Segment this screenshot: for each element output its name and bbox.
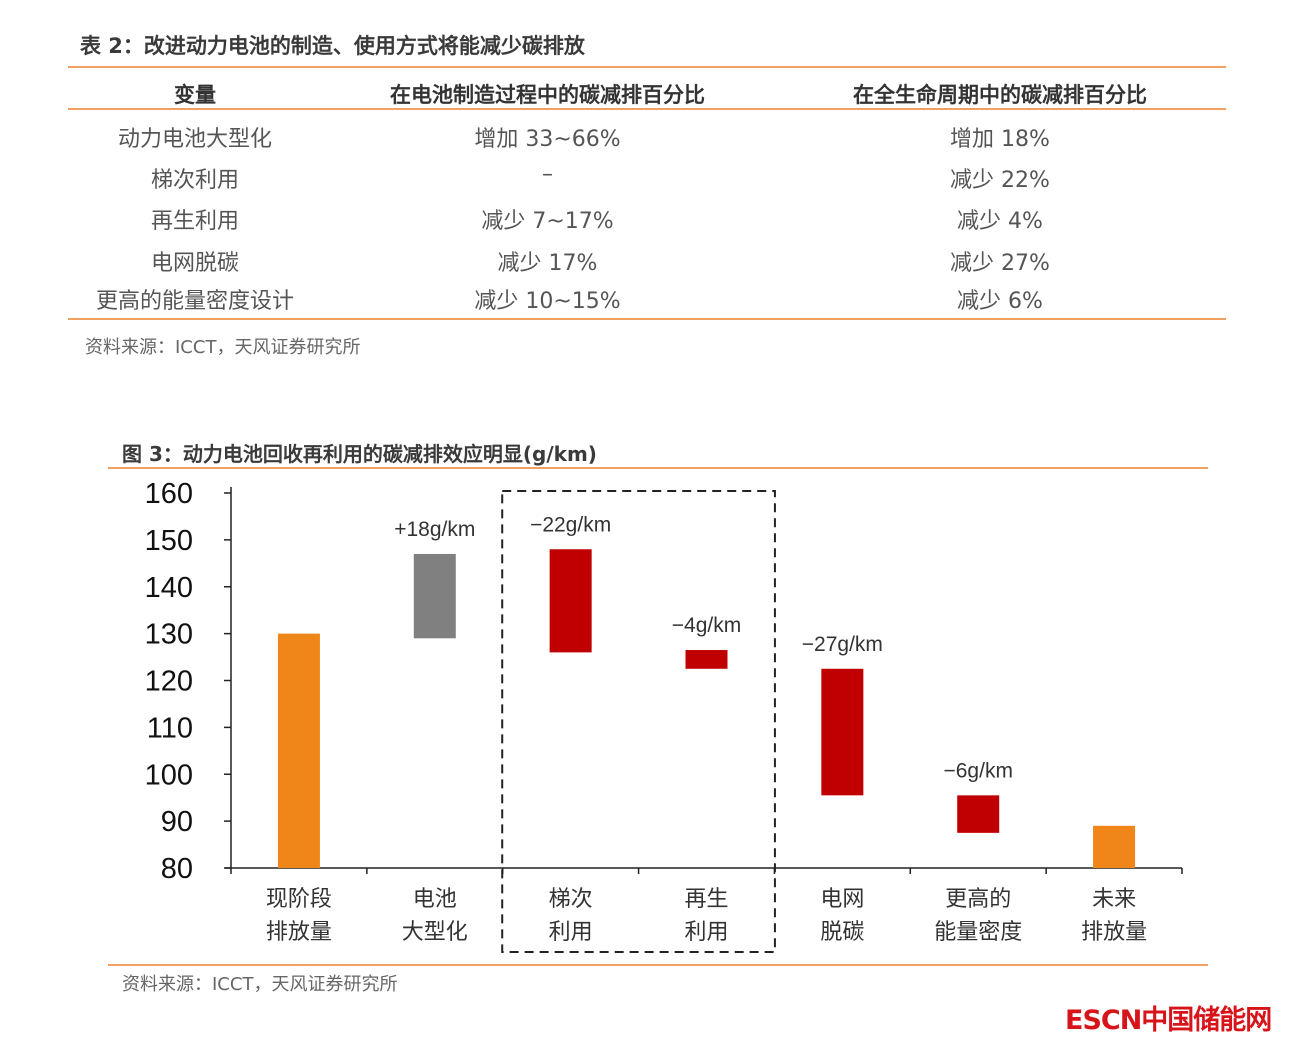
- table-header-manufacturing: 在电池制造过程中的碳减排百分比: [390, 83, 705, 107]
- table-cell-manufacturing: 减少 7~17%: [481, 209, 614, 234]
- y-tick-label: 130: [145, 619, 193, 651]
- y-tick-label: 100: [145, 759, 193, 791]
- bar-5: [957, 795, 1000, 833]
- x-tick-label: 排放量: [1081, 919, 1147, 944]
- table-cell-variable: 梯次利用: [150, 168, 239, 193]
- y-tick-label: 140: [145, 572, 193, 604]
- figure-top-rule: [108, 467, 1208, 469]
- y-tick-label: 80: [161, 853, 193, 885]
- table-cell-variable: 更高的能量密度设计: [95, 289, 294, 314]
- y-tick-label: 160: [145, 478, 193, 510]
- y-tick-label: 120: [145, 666, 193, 698]
- y-tick-label: 90: [161, 806, 193, 838]
- table-cell-variable: 动力电池大型化: [117, 127, 272, 152]
- table-header-lifecycle: 在全生命周期中的碳减排百分比: [853, 83, 1147, 107]
- figure-bottom-rule: [108, 964, 1208, 966]
- table-title: 表 2：改进动力电池的制造、使用方式将能减少碳排放: [80, 34, 585, 58]
- x-tick-label: 电池: [413, 886, 457, 911]
- x-tick-label: 再生: [684, 886, 728, 911]
- bar-1: [413, 553, 456, 639]
- table-cell-lifecycle: 减少 27%: [950, 251, 1050, 276]
- y-tick-label: 110: [147, 712, 193, 744]
- table-header-variable: 变量: [174, 83, 216, 107]
- table-cell-manufacturing: 增加 33~66%: [474, 127, 621, 152]
- bar-2: [549, 549, 592, 653]
- figure-source: 资料来源：ICCT，天风证券研究所: [122, 974, 398, 995]
- bar-data-label: +18g/km: [394, 518, 475, 541]
- x-tick-label: 电网: [820, 886, 864, 911]
- table-header-rule: [68, 108, 1226, 110]
- bar-4: [821, 668, 864, 796]
- table-source: 资料来源：ICCT，天风证券研究所: [85, 337, 361, 358]
- x-tick-label: 排放量: [266, 919, 332, 944]
- x-tick-label: 脱碳: [820, 919, 864, 944]
- bar-data-label: −4g/km: [672, 614, 741, 637]
- table-cell-variable: 电网脱碳: [150, 251, 239, 276]
- x-tick-label: 现阶段: [266, 886, 332, 911]
- table-cell-lifecycle: 减少 22%: [950, 168, 1050, 193]
- bar-data-label: −6g/km: [943, 759, 1012, 782]
- x-tick-label: 利用: [549, 919, 593, 944]
- x-tick-label: 梯次: [549, 886, 593, 911]
- table-top-rule: [68, 66, 1226, 68]
- x-tick-label: 大型化: [402, 919, 468, 944]
- table-cell-manufacturing: 减少 17%: [497, 251, 598, 276]
- highlight-box: [501, 490, 776, 953]
- y-tick-label: 150: [145, 525, 193, 557]
- table-cell-lifecycle: 减少 4%: [957, 209, 1043, 234]
- table-cell-variable: 再生利用: [150, 209, 239, 234]
- table-cell-lifecycle: 增加 18%: [950, 127, 1050, 152]
- bar-0: [277, 633, 320, 868]
- bar-data-label: −22g/km: [530, 513, 611, 536]
- escn-logo: ESCN中国储能网: [1065, 1005, 1272, 1036]
- x-tick-label: 能量密度: [934, 919, 1022, 944]
- bar-data-label: −27g/km: [802, 633, 883, 656]
- table-cell-manufacturing: 减少 10~15%: [474, 289, 621, 314]
- x-tick-label: 利用: [684, 919, 728, 944]
- table-cell-manufacturing: –: [542, 162, 553, 187]
- figure-title: 图 3：动力电池回收再利用的碳减排效应明显(g/km): [122, 442, 597, 466]
- x-tick-label: 更高的: [945, 886, 1011, 911]
- table-bottom-rule: [68, 318, 1226, 320]
- bar-3: [685, 650, 728, 669]
- table-cell-lifecycle: 减少 6%: [957, 289, 1043, 314]
- x-tick-label: 未来: [1092, 886, 1136, 911]
- bar-6: [1093, 825, 1136, 868]
